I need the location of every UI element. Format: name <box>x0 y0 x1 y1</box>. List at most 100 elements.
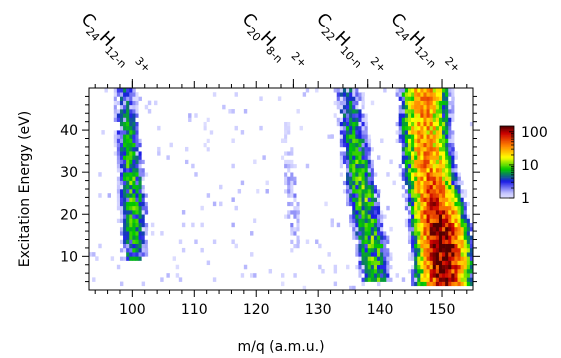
heatmap-cell <box>116 155 121 160</box>
heatmap-cell <box>448 138 452 144</box>
heatmap-cell <box>138 189 142 194</box>
heatmap-cell <box>414 214 418 219</box>
heatmap-cell <box>435 256 440 261</box>
heatmap-cell <box>330 109 334 114</box>
heatmap-cell <box>438 273 443 278</box>
heatmap-cell <box>129 205 133 211</box>
heatmap-cell <box>457 210 461 215</box>
peak-annotation: C22H10-n 2+ <box>310 7 388 85</box>
heatmap-cell <box>141 205 146 211</box>
heatmap-cell <box>290 247 294 253</box>
heatmap-cell <box>346 96 350 101</box>
heatmap-cell <box>138 113 142 118</box>
heatmap-cell <box>206 109 211 114</box>
heatmap-cell <box>448 264 452 270</box>
heatmap-cell <box>463 268 468 274</box>
heatmap-cell <box>426 155 430 160</box>
heatmap-cell <box>358 125 362 131</box>
heatmap-cell <box>423 172 427 177</box>
heatmap-cell <box>324 231 328 236</box>
heatmap-cell <box>284 189 288 194</box>
heatmap-cell <box>373 231 378 236</box>
heatmap-cell <box>454 172 458 177</box>
heatmap-cell <box>355 260 359 266</box>
heatmap-cell <box>141 222 146 228</box>
heatmap-cell <box>126 197 130 202</box>
heatmap-cell <box>411 130 415 135</box>
heatmap-cell <box>358 193 362 198</box>
color-scale-segment <box>500 186 514 188</box>
heatmap-cell <box>126 146 130 152</box>
heatmap-cell <box>346 197 350 202</box>
heatmap-cell <box>349 184 353 190</box>
heatmap-cell <box>407 125 412 131</box>
heatmap-cell <box>129 117 133 122</box>
heatmap-cell <box>448 130 452 135</box>
heatmap-cell <box>203 121 207 127</box>
heatmap-cell <box>420 218 424 223</box>
heatmap-cell <box>138 214 142 219</box>
heatmap-cell <box>116 226 121 232</box>
heatmap-cell <box>352 172 356 177</box>
heatmap-cell <box>383 235 387 240</box>
heatmap-cell <box>432 205 437 211</box>
heatmap-cell <box>287 172 291 177</box>
heatmap-cell <box>349 100 353 106</box>
heatmap-cell <box>352 134 356 139</box>
heatmap-cell <box>445 226 449 232</box>
color-scale-segment <box>500 142 514 145</box>
heatmap-cell <box>395 104 399 110</box>
heatmap-cell <box>116 138 121 144</box>
heatmap-cell <box>132 210 136 215</box>
heatmap-cell <box>197 121 201 127</box>
heatmap-cell <box>417 231 421 236</box>
heatmap-cell <box>451 142 455 148</box>
heatmap-cell <box>290 172 294 177</box>
heatmap-cell <box>426 231 430 236</box>
heatmap-cell <box>426 268 430 274</box>
heatmap-cell <box>284 201 288 207</box>
heatmap-cell <box>339 113 344 118</box>
heatmap-cell <box>395 125 399 131</box>
heatmap-cell <box>420 121 424 127</box>
heatmap-cell <box>367 256 372 261</box>
heatmap-cell <box>203 146 207 152</box>
heatmap-cell <box>290 180 294 186</box>
heatmap-cell <box>166 273 170 278</box>
heatmap-cell <box>364 264 369 270</box>
heatmap-cell <box>454 247 458 253</box>
heatmap-cell <box>457 264 461 270</box>
heatmap-cell <box>417 180 421 186</box>
heatmap-cell <box>442 226 446 232</box>
heatmap-cell <box>144 210 149 215</box>
heatmap-cell <box>448 277 452 282</box>
heatmap-cell <box>404 197 409 202</box>
heatmap-cell <box>147 231 152 236</box>
heatmap-cell <box>392 151 396 156</box>
heatmap-cell <box>404 176 409 181</box>
heatmap-cell <box>113 167 118 173</box>
heatmap-cell <box>404 210 409 215</box>
color-scale-segment <box>500 192 514 194</box>
heatmap-cell <box>380 256 384 261</box>
heatmap-cell <box>420 210 424 215</box>
heatmap-cell <box>429 193 434 198</box>
heatmap-cell <box>181 222 186 228</box>
heatmap-cell <box>460 197 465 202</box>
heatmap-cell <box>414 92 418 97</box>
heatmap-cell <box>113 100 118 106</box>
heatmap-cell <box>373 189 378 194</box>
heatmap-cell <box>411 218 415 223</box>
heatmap-cell <box>346 151 350 156</box>
heatmap-cell <box>110 92 115 97</box>
heatmap-cell <box>407 268 412 274</box>
heatmap-cell <box>432 167 437 173</box>
heatmap-cell <box>429 159 434 165</box>
heatmap-cell <box>299 214 303 219</box>
heatmap-cell <box>451 256 455 261</box>
heatmap-cell <box>404 138 409 144</box>
heatmap-cell <box>287 151 291 156</box>
heatmap-cell <box>123 96 127 101</box>
heatmap-cell <box>417 252 421 257</box>
heatmap-cell <box>411 134 415 139</box>
